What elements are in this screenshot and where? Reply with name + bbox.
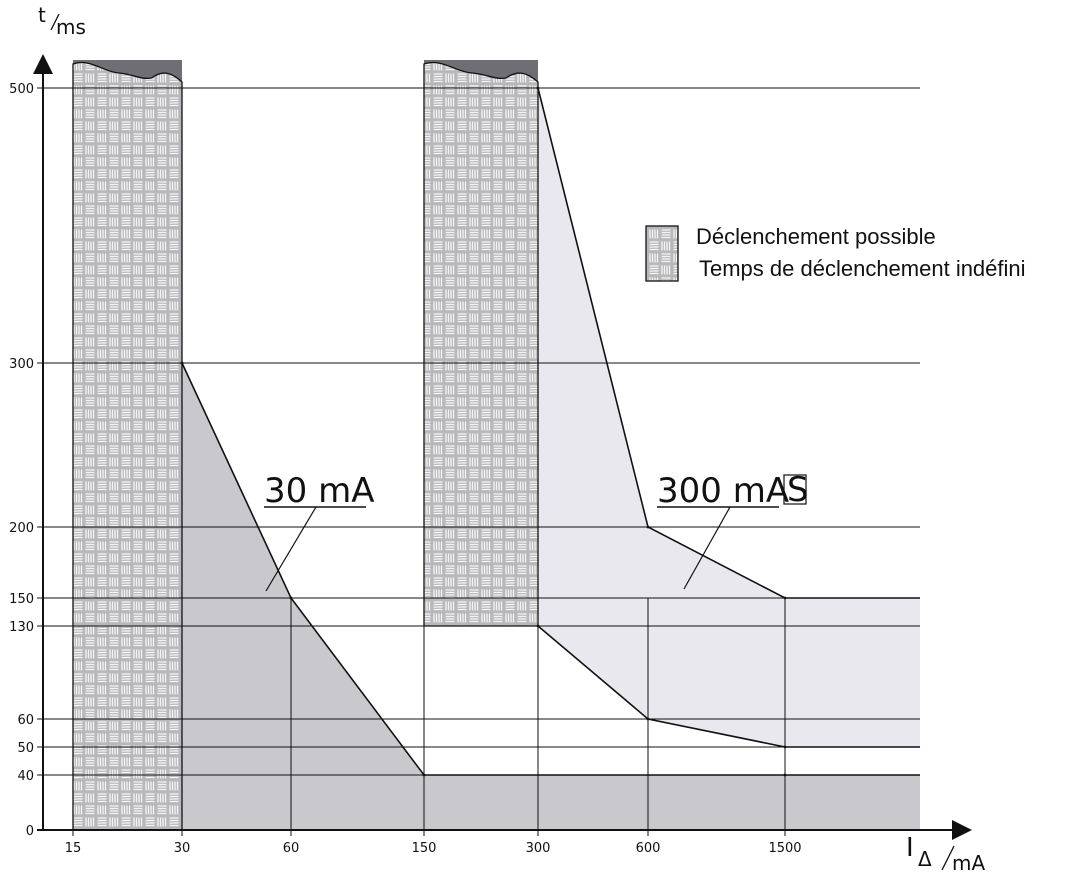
- selective-badge: S: [787, 470, 809, 510]
- x-tick-label-1500: 1500: [768, 841, 801, 856]
- y-axis-label-unit: ms: [56, 15, 86, 39]
- y-tick-label-200: 200: [9, 521, 34, 536]
- x-tick-label-300: 300: [526, 841, 551, 856]
- selective-badge-box: [783, 474, 807, 505]
- series-point-1-3: [536, 624, 540, 628]
- curve-outlines: [180, 86, 920, 777]
- series-label-30ma-leader: [265, 506, 317, 592]
- hatched-region-0: [72, 61, 183, 831]
- x-tick-label-30: 30: [174, 841, 191, 856]
- y-tick-label-150: 150: [9, 592, 34, 607]
- x-axis-label-slash: [941, 845, 955, 871]
- y-axis-label-main: t: [38, 3, 46, 27]
- legend: Déclenchement possible Temps de déclench…: [645, 224, 1026, 282]
- series-point-0-1: [289, 596, 293, 600]
- y-tick-label-500: 500: [9, 82, 34, 97]
- series-area-1: [538, 88, 920, 747]
- x-tick-label-600: 600: [636, 841, 661, 856]
- series-label-300ma-leader: [683, 506, 731, 590]
- x-tick-label-60: 60: [283, 841, 300, 856]
- x-tick-label-150: 150: [412, 841, 437, 856]
- series-area-0: [182, 363, 920, 830]
- x-axis-label-unit: mA: [952, 851, 985, 875]
- series-point-0-2: [422, 773, 426, 777]
- series-labels: 30 mA 300 mA S: [264, 470, 809, 592]
- series-point-0-3: [783, 773, 787, 777]
- x-axis-label-sub: Δ: [918, 847, 932, 871]
- axes: [33, 54, 972, 840]
- y-tick-label-60: 60: [17, 713, 34, 728]
- x-tick-label-15: 15: [65, 841, 82, 856]
- axis-titles: t ms I Δ mA: [38, 3, 985, 875]
- x-axis-label-main: I: [906, 833, 914, 863]
- hatched-region-1: [423, 61, 539, 627]
- axis-ticks: 0 40 50 60 130 150 200 300 500 15 30 60 150 300 600 150…: [9, 82, 801, 856]
- series-lower-curve-1: [537, 625, 920, 748]
- series-label-30ma: 30 mA: [264, 471, 374, 511]
- series-upper-curve-1: [537, 87, 920, 599]
- legend-line-1: Déclenchement possible: [696, 224, 936, 249]
- y-tick-label-300: 300: [9, 357, 34, 372]
- y-tick-label-0: 0: [26, 824, 34, 839]
- series-point-1-0: [536, 86, 540, 90]
- series-point-1-4: [646, 717, 650, 721]
- hatched-regions: [72, 60, 539, 831]
- area-fills: [182, 88, 920, 830]
- series-point-0-0: [180, 361, 184, 365]
- series-point-1-1: [646, 525, 650, 529]
- y-tick-label-40: 40: [17, 769, 34, 784]
- series-point-1-5: [783, 745, 787, 749]
- legend-swatch: [645, 225, 679, 282]
- y-tick-label-50: 50: [17, 741, 34, 756]
- legend-line-2: Temps de déclenchement indéfini: [699, 256, 1026, 281]
- series-point-1-2: [783, 596, 787, 600]
- series-label-300ma: 300 mA: [657, 471, 789, 511]
- y-axis-label-slash: [50, 13, 60, 31]
- y-tick-label-130: 130: [9, 620, 34, 635]
